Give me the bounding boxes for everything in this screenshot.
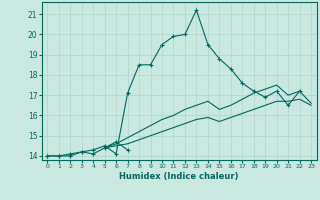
X-axis label: Humidex (Indice chaleur): Humidex (Indice chaleur)	[119, 172, 239, 181]
